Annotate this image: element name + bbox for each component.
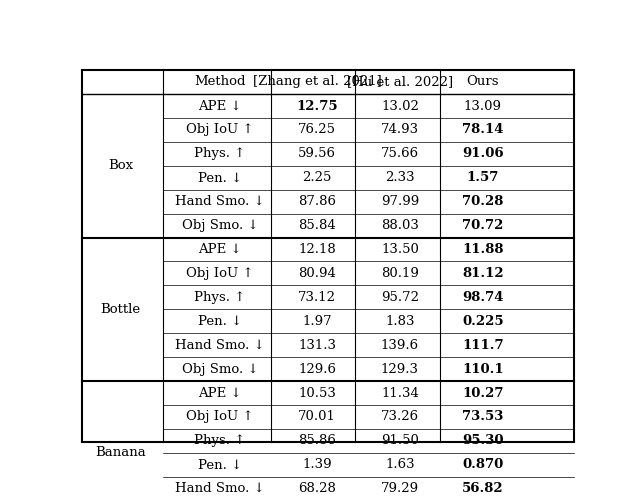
- Text: 88.03: 88.03: [381, 219, 419, 232]
- Text: 91.06: 91.06: [462, 147, 504, 160]
- Text: APE ↓: APE ↓: [198, 243, 242, 256]
- Text: Hand Smo. ↓: Hand Smo. ↓: [175, 482, 265, 495]
- Text: 78.14: 78.14: [462, 123, 504, 136]
- Text: Method: Method: [194, 76, 246, 88]
- Text: Obj Smo. ↓: Obj Smo. ↓: [182, 363, 258, 376]
- Text: 0.870: 0.870: [462, 458, 504, 471]
- Text: 1.63: 1.63: [385, 458, 415, 471]
- Text: 73.26: 73.26: [381, 410, 419, 423]
- Text: 139.6: 139.6: [381, 339, 419, 352]
- Text: 85.84: 85.84: [298, 219, 336, 232]
- Text: 2.25: 2.25: [303, 171, 332, 184]
- Text: 97.99: 97.99: [381, 195, 419, 208]
- Text: 74.93: 74.93: [381, 123, 419, 136]
- Text: 87.86: 87.86: [298, 195, 336, 208]
- Text: Pen. ↓: Pen. ↓: [198, 315, 242, 328]
- Text: 68.28: 68.28: [298, 482, 336, 495]
- Text: 80.94: 80.94: [298, 267, 336, 280]
- Text: Obj IoU ↑: Obj IoU ↑: [186, 123, 253, 136]
- Text: 1.97: 1.97: [302, 315, 332, 328]
- Text: 79.29: 79.29: [381, 482, 419, 495]
- Text: [Hu et al. 2022]: [Hu et al. 2022]: [347, 76, 453, 88]
- Text: 129.6: 129.6: [298, 363, 336, 376]
- Text: 85.86: 85.86: [298, 434, 336, 447]
- Text: 59.56: 59.56: [298, 147, 336, 160]
- Text: 70.01: 70.01: [298, 410, 336, 423]
- Text: 1.39: 1.39: [302, 458, 332, 471]
- Text: 95.30: 95.30: [462, 434, 504, 447]
- Text: 80.19: 80.19: [381, 267, 419, 280]
- Text: Obj IoU ↑: Obj IoU ↑: [186, 410, 253, 423]
- Text: Phys. ↑: Phys. ↑: [194, 291, 246, 304]
- Text: 110.1: 110.1: [462, 363, 504, 376]
- Text: 1.57: 1.57: [467, 171, 499, 184]
- Text: [Zhang et al. 2021]: [Zhang et al. 2021]: [253, 76, 381, 88]
- Text: 81.12: 81.12: [462, 267, 504, 280]
- Text: 73.53: 73.53: [462, 410, 504, 423]
- Text: 129.3: 129.3: [381, 363, 419, 376]
- Text: 131.3: 131.3: [298, 339, 336, 352]
- Text: Box: Box: [108, 159, 133, 172]
- Text: 111.7: 111.7: [462, 339, 504, 352]
- Text: 1.83: 1.83: [385, 315, 415, 328]
- Text: 13.09: 13.09: [464, 100, 502, 113]
- Text: Phys. ↑: Phys. ↑: [194, 434, 246, 447]
- Text: Phys. ↑: Phys. ↑: [194, 147, 246, 160]
- Text: Hand Smo. ↓: Hand Smo. ↓: [175, 195, 265, 208]
- Text: Obj Smo. ↓: Obj Smo. ↓: [182, 219, 258, 232]
- Text: 76.25: 76.25: [298, 123, 336, 136]
- Text: 73.12: 73.12: [298, 291, 336, 304]
- Text: 2.33: 2.33: [385, 171, 415, 184]
- Text: 13.50: 13.50: [381, 243, 419, 256]
- Text: Pen. ↓: Pen. ↓: [198, 171, 242, 184]
- Text: Pen. ↓: Pen. ↓: [198, 458, 242, 471]
- Text: 13.02: 13.02: [381, 100, 419, 113]
- Text: 10.53: 10.53: [298, 387, 336, 399]
- Text: 56.82: 56.82: [462, 482, 504, 495]
- Text: 12.18: 12.18: [298, 243, 336, 256]
- Text: APE ↓: APE ↓: [198, 387, 242, 399]
- Text: Banana: Banana: [95, 446, 146, 459]
- Text: 95.72: 95.72: [381, 291, 419, 304]
- Text: 75.66: 75.66: [381, 147, 419, 160]
- Text: 12.75: 12.75: [296, 100, 338, 113]
- Text: 70.28: 70.28: [462, 195, 504, 208]
- Text: 0.225: 0.225: [462, 315, 504, 328]
- Text: 70.72: 70.72: [462, 219, 504, 232]
- Text: 11.88: 11.88: [462, 243, 504, 256]
- Text: Obj IoU ↑: Obj IoU ↑: [186, 267, 253, 280]
- Text: 11.34: 11.34: [381, 387, 419, 399]
- Text: Hand Smo. ↓: Hand Smo. ↓: [175, 339, 265, 352]
- Text: 10.27: 10.27: [462, 387, 504, 399]
- Text: 91.50: 91.50: [381, 434, 419, 447]
- Text: Bottle: Bottle: [100, 303, 141, 316]
- Text: APE ↓: APE ↓: [198, 100, 242, 113]
- Text: 98.74: 98.74: [462, 291, 504, 304]
- Text: Ours: Ours: [467, 76, 499, 88]
